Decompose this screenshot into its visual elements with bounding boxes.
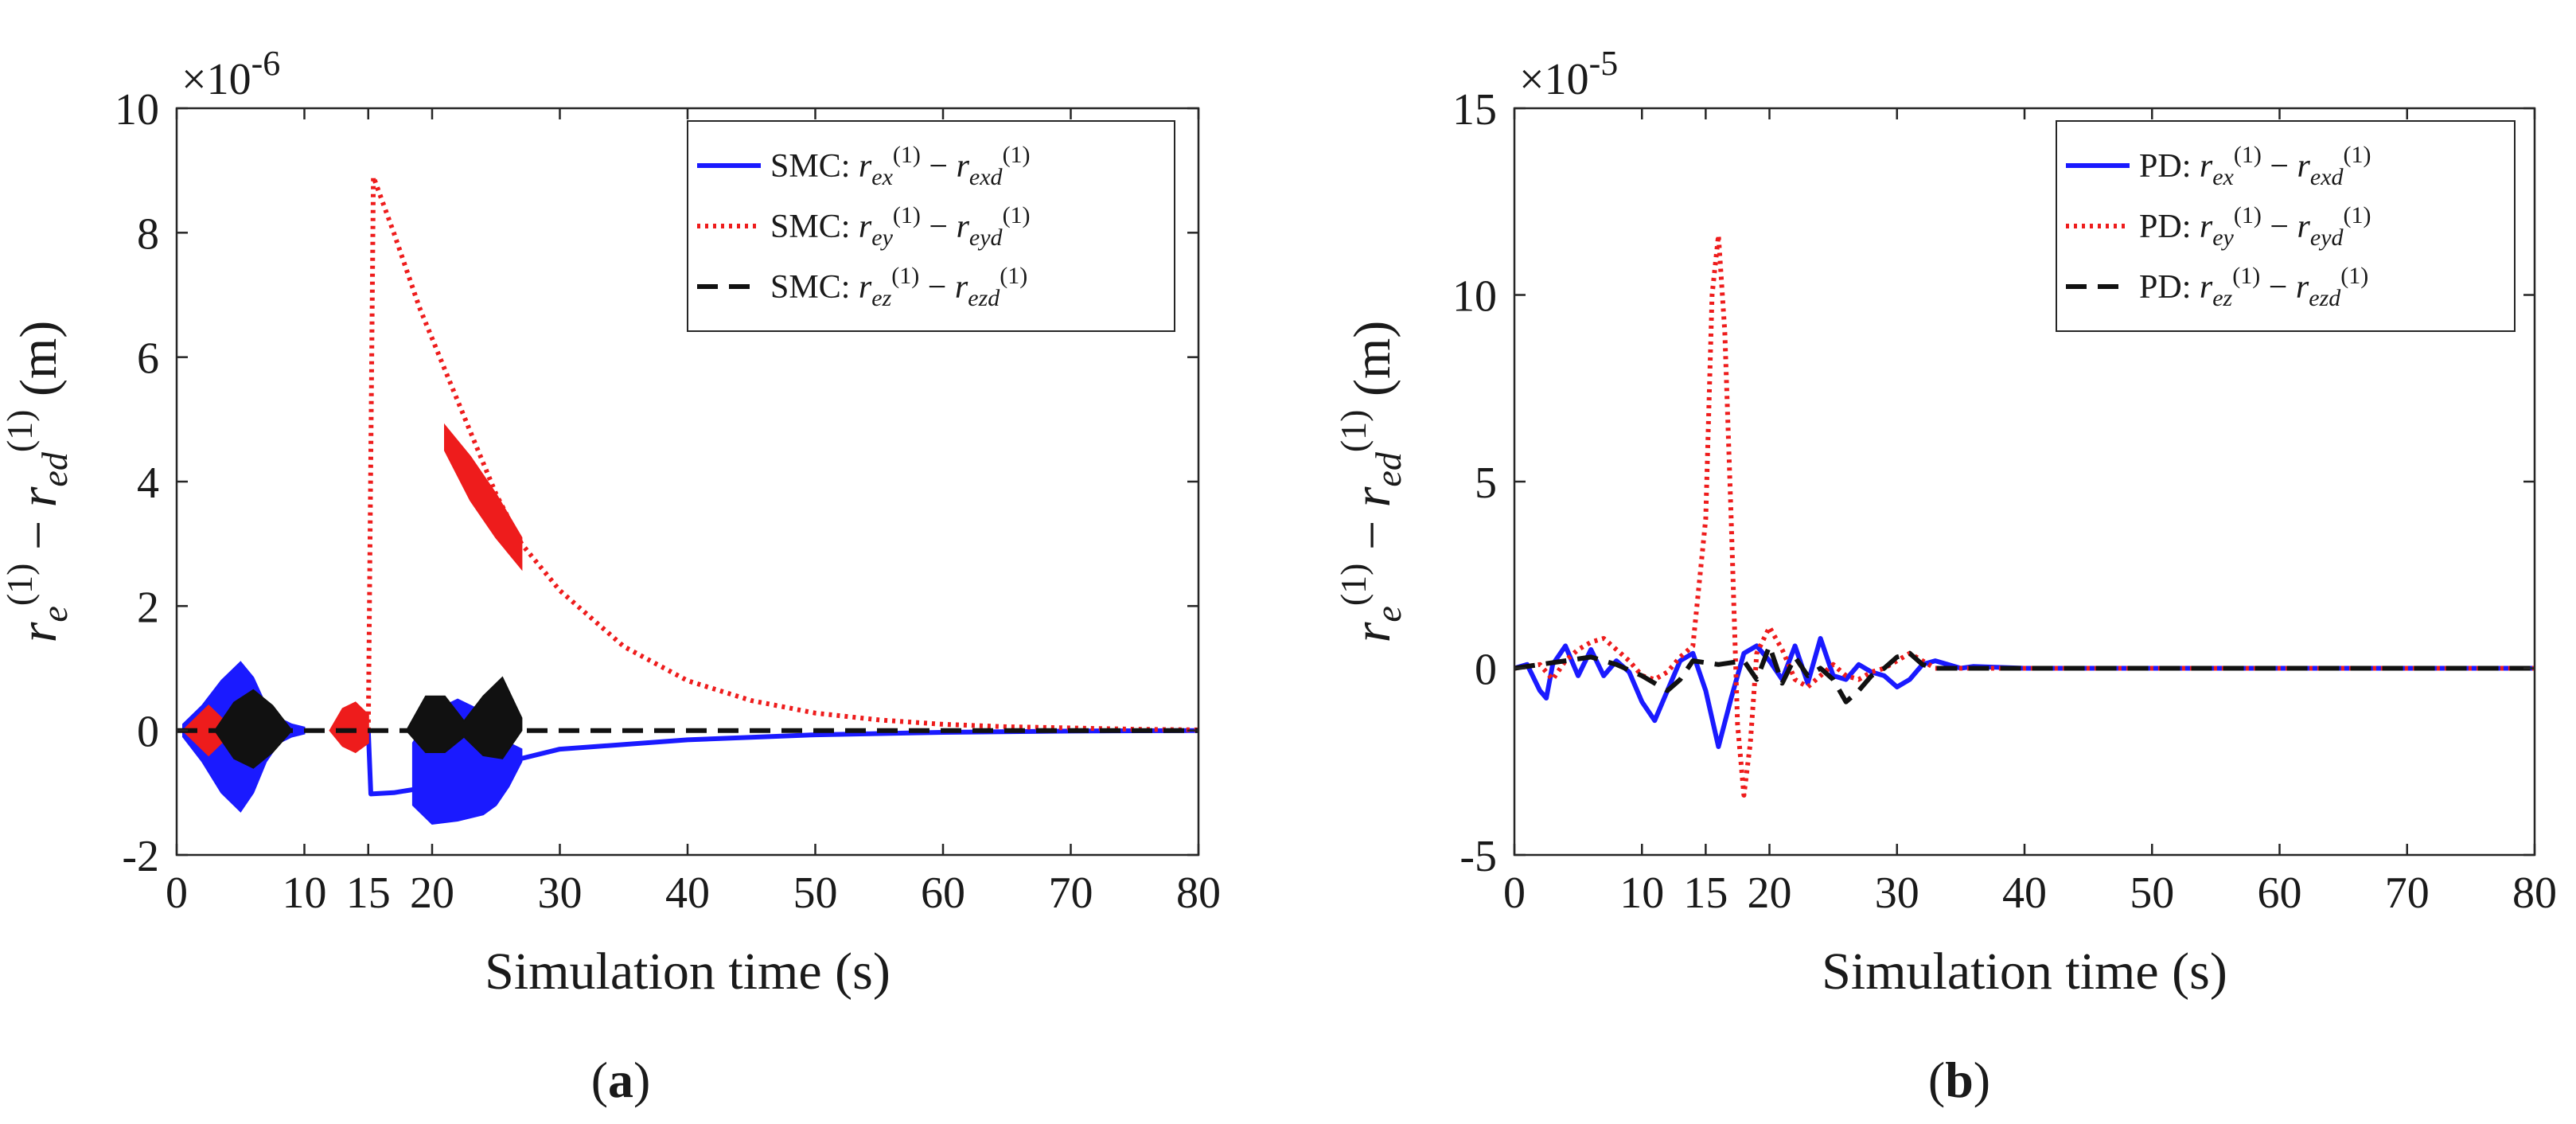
- y-axis-label: re(1) − red(1) (m): [0, 321, 75, 643]
- x-tick-label: 80: [1176, 868, 1221, 918]
- series-1-line-0: [1514, 232, 2535, 798]
- x-tick-label: 15: [1683, 868, 1728, 918]
- y-tick-label: 4: [137, 459, 159, 508]
- series-2: [177, 676, 1198, 769]
- y-tick-label: 0: [137, 708, 159, 757]
- series-0: [182, 661, 1198, 825]
- x-tick-label: 10: [1619, 868, 1664, 918]
- legend: SMC: rex(1) − rexd(1) SMC: rey(1) − reyd(…: [687, 120, 1175, 332]
- series-0: [1514, 636, 2535, 749]
- series-2-band-1: [213, 689, 293, 769]
- series-2-line-0: [1514, 643, 2535, 704]
- x-tick-label: 20: [410, 868, 454, 918]
- legend-entry: SMC: rez(1) − rezd(1): [770, 263, 1027, 311]
- legend-entry: SMC: rex(1) − rexd(1): [770, 142, 1031, 190]
- x-tick-label: 15: [346, 868, 391, 918]
- y-tick-label: -2: [122, 832, 159, 881]
- legend-entry: PD: rez(1) − rezd(1): [2139, 263, 2368, 311]
- y-tick-label: 6: [137, 334, 159, 384]
- x-tick-label: 30: [1875, 868, 1919, 918]
- series-2-band-2: [405, 676, 523, 759]
- legend: PD: rex(1) − rexd(1) PD: rey(1) − reyd(1)…: [2056, 120, 2516, 332]
- y-axis-label: re(1) − red(1) (m): [1333, 321, 1409, 643]
- y-multiplier: ×10-5: [1519, 44, 1618, 104]
- panel-caption: (a): [591, 1052, 651, 1108]
- panel-a: 0 10 15 20 30 40 50 60 70 80-20246810×10-6Simulat…: [0, 44, 1221, 1108]
- series-1-band-1: [329, 701, 369, 754]
- series-1: [1514, 232, 2535, 798]
- x-tick-label: 80: [2512, 868, 2557, 918]
- y-tick-label: 5: [1475, 459, 1497, 508]
- series-2: [1514, 643, 2535, 704]
- x-tick-label: 0: [166, 868, 188, 918]
- x-axis-label: Simulation time (s): [1822, 943, 2227, 1001]
- y-tick-label: 2: [137, 583, 159, 632]
- legend-box: [2056, 120, 2516, 332]
- legend-entry: PD: rey(1) − reyd(1): [2139, 202, 2371, 251]
- series-1-band-3: [444, 423, 523, 572]
- x-tick-label: 20: [1748, 868, 1792, 918]
- x-tick-label: 60: [2258, 868, 2302, 918]
- legend-entry: PD: rex(1) − rexd(1): [2139, 142, 2371, 190]
- x-tick-label: 70: [2385, 868, 2430, 918]
- series-0-line-0: [1514, 636, 2535, 749]
- y-tick-label: 0: [1475, 646, 1497, 695]
- y-tick-label: 8: [137, 209, 159, 259]
- x-tick-label: 70: [1049, 868, 1093, 918]
- panel-caption: (b): [1928, 1052, 1990, 1108]
- panel-b: 0 10 15 20 30 40 50 60 70 80-5051015×10-5Simulati…: [1333, 44, 2557, 1108]
- x-tick-label: 40: [665, 868, 710, 918]
- x-tick-label: 60: [921, 868, 965, 918]
- y-tick-label: -5: [1459, 832, 1497, 881]
- y-tick-label: 10: [1452, 272, 1497, 322]
- plot-area: [177, 174, 1198, 825]
- x-tick-label: 50: [2130, 868, 2174, 918]
- x-tick-label: 10: [283, 868, 327, 918]
- x-tick-label: 40: [2002, 868, 2047, 918]
- y-multiplier: ×10-6: [181, 44, 280, 104]
- x-tick-label: 0: [1503, 868, 1526, 918]
- y-tick-label: 15: [1452, 85, 1497, 135]
- x-axis-label: Simulation time (s): [485, 943, 890, 1001]
- x-tick-label: 30: [538, 868, 583, 918]
- x-tick-label: 50: [793, 868, 838, 918]
- y-tick-label: 10: [115, 85, 159, 135]
- legend-entry: SMC: rey(1) − reyd(1): [770, 202, 1031, 251]
- legend-box: [687, 120, 1175, 332]
- plot-area: [1514, 232, 2535, 798]
- series-0-line-1: [365, 728, 1198, 797]
